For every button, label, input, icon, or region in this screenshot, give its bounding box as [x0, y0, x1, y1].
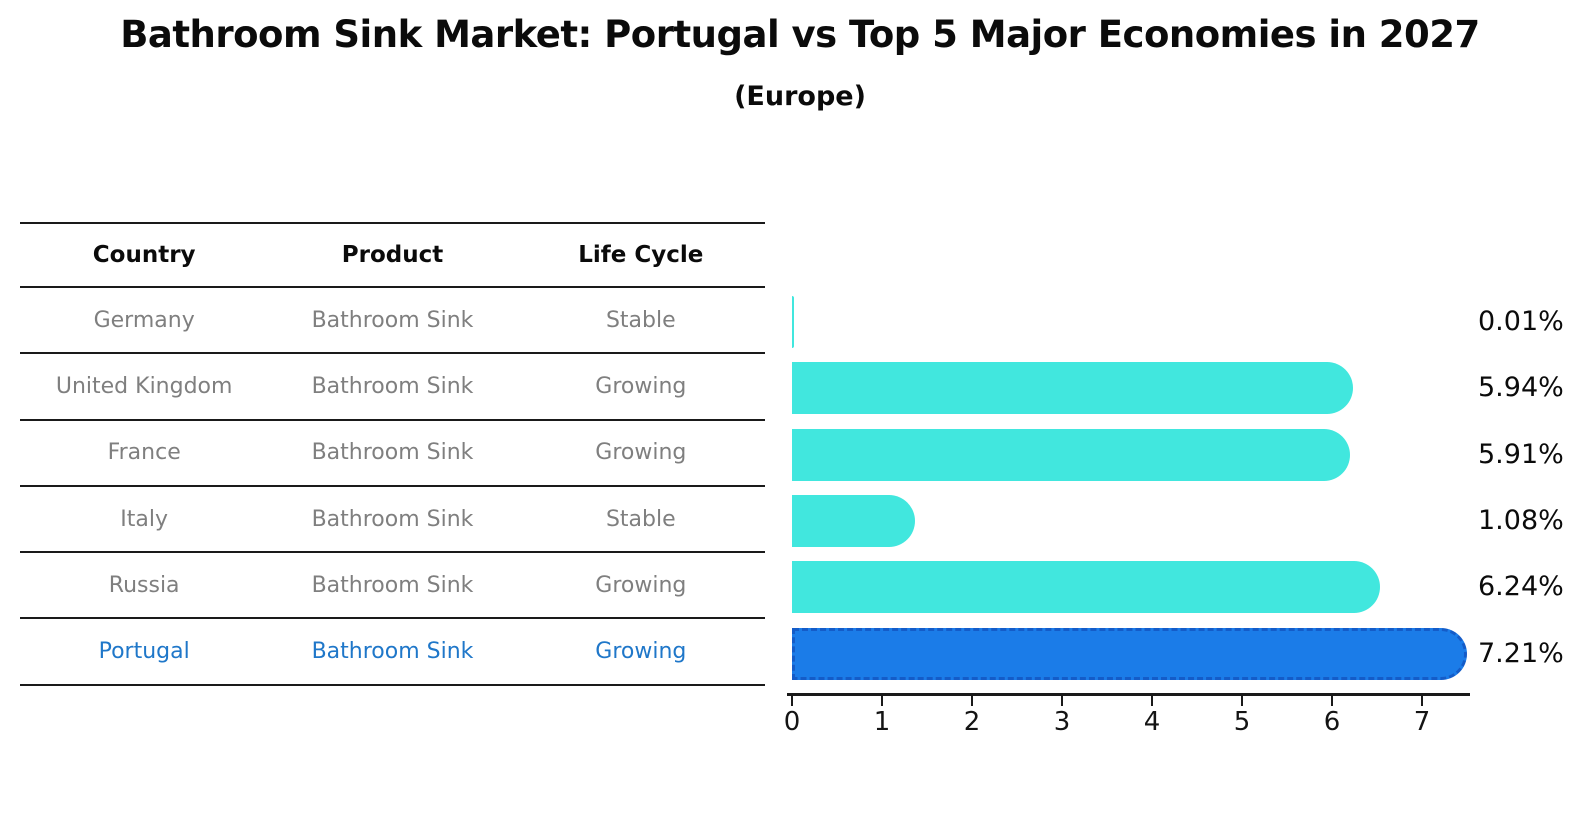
x-axis-tick-label: 6 — [1323, 707, 1341, 737]
x-axis-tick — [1421, 696, 1423, 706]
x-axis-tick — [1241, 696, 1243, 706]
table-cell-life-cycle: Growing — [595, 639, 687, 665]
bar-russia — [792, 561, 1380, 614]
table-cell-country: Germany — [93, 307, 195, 333]
bar-united-kingdom — [792, 362, 1353, 415]
x-axis-tick — [1151, 696, 1153, 706]
table-row: Italy Bathroom Sink Stable — [20, 487, 765, 554]
bar-france — [792, 428, 1350, 481]
column-header-life-cycle: Life Cycle — [578, 242, 704, 268]
table-cell-product: Bathroom Sink — [311, 440, 474, 466]
x-axis-tick — [971, 696, 973, 706]
bar-portugal — [792, 627, 1467, 680]
bar-value-label: 0.01% — [1478, 306, 1564, 338]
country-table: Country Product Life Cycle Germany Bathro… — [20, 222, 765, 686]
table-row: Russia Bathroom Sink Growing — [20, 553, 765, 620]
column-header-country: Country — [92, 242, 196, 268]
chart-title: Bathroom Sink Market: Portugal vs Top 5 … — [120, 13, 1480, 56]
x-axis-line — [787, 693, 1470, 696]
x-axis-tick — [1331, 696, 1333, 706]
table-cell-product: Bathroom Sink — [311, 572, 474, 598]
table-cell-country: France — [107, 440, 181, 466]
column-header-product: Product — [341, 242, 444, 268]
bar-value-label: 7.21% — [1478, 637, 1564, 669]
bar-plot-area: 0.01% 5.94% 5.91% 1.08% 6.24% 7.21% — [0, 289, 1586, 687]
table-cell-country: Portugal — [98, 639, 190, 665]
x-axis-tick-label: 0 — [783, 707, 801, 737]
table-cell-life-cycle: Growing — [595, 440, 687, 466]
table-row: United Kingdom Bathroom Sink Growing — [20, 354, 765, 421]
table-cell-country: Italy — [120, 506, 169, 532]
chart-subtitle: (Europe) — [734, 81, 866, 112]
table-cell-product: Bathroom Sink — [311, 639, 474, 665]
x-axis-tick-label: 7 — [1413, 707, 1431, 737]
bar-value-label: 5.91% — [1478, 438, 1564, 470]
bar-value-label: 5.94% — [1478, 372, 1564, 404]
bar-value-label: 6.24% — [1478, 571, 1564, 603]
x-axis-tick-label: 3 — [1053, 707, 1071, 737]
table-cell-country: Russia — [108, 572, 180, 598]
table-cell-product: Bathroom Sink — [311, 307, 474, 333]
table-cell-life-cycle: Growing — [595, 373, 687, 399]
table-header-row: Country Product Life Cycle — [20, 224, 765, 288]
table-body: Germany Bathroom Sink Stable United Kingdom… — [20, 288, 765, 686]
bar-italy — [792, 495, 916, 548]
table-cell-country: United Kingdom — [55, 373, 233, 399]
x-axis-tick-label: 2 — [963, 707, 981, 737]
x-axis-tick-label: 4 — [1143, 707, 1161, 737]
bar-germany — [792, 296, 794, 349]
table-row: France Bathroom Sink Growing — [20, 421, 765, 487]
x-axis-tick-label: 5 — [1233, 707, 1251, 737]
table-row: Portugal Bathroom Sink Growing — [20, 619, 765, 686]
table-row: Germany Bathroom Sink Stable — [20, 288, 765, 355]
table-cell-life-cycle: Stable — [605, 307, 676, 333]
x-axis-tick — [1061, 696, 1063, 706]
table-cell-life-cycle: Growing — [595, 572, 687, 598]
x-axis-tick — [791, 696, 793, 706]
x-axis-tick-label: 1 — [873, 707, 891, 737]
table-cell-product: Bathroom Sink — [311, 373, 474, 399]
x-axis-tick — [881, 696, 883, 706]
table-cell-product: Bathroom Sink — [311, 506, 474, 532]
table-cell-life-cycle: Stable — [605, 506, 676, 532]
bar-value-label: 1.08% — [1478, 504, 1564, 536]
